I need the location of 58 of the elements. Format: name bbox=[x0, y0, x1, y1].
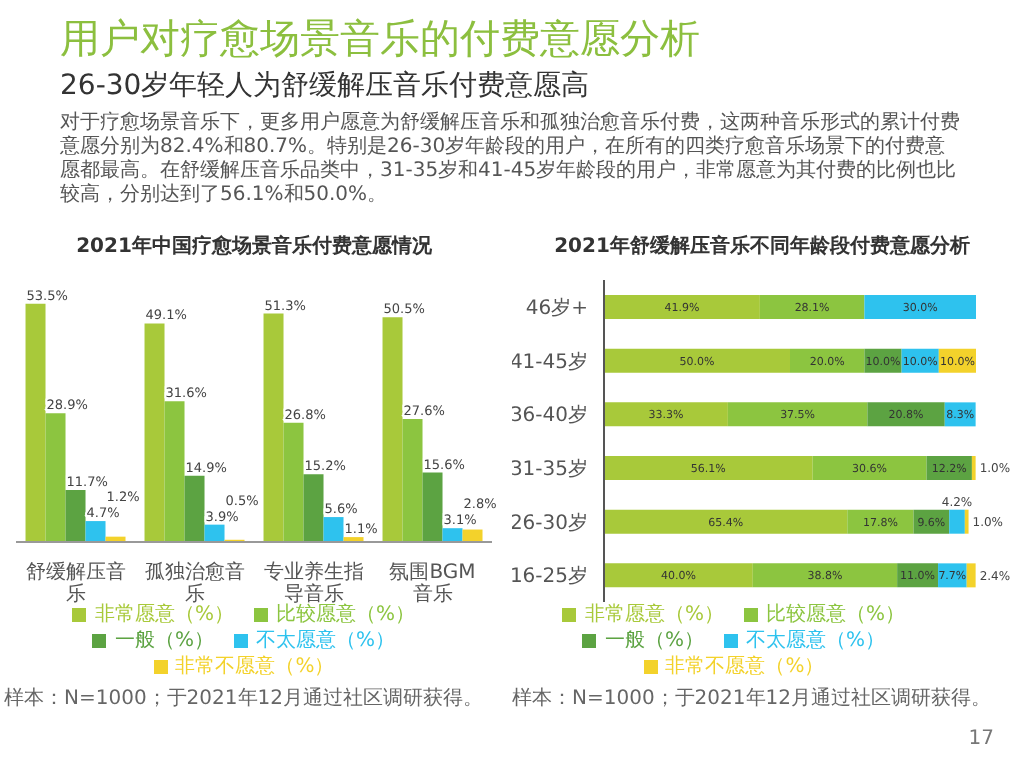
legend-label: 一般（%） bbox=[604, 630, 704, 652]
bar bbox=[422, 472, 443, 542]
bar bbox=[303, 474, 324, 542]
text: 17 bbox=[968, 728, 994, 750]
bar bbox=[85, 521, 106, 542]
y-tick-label: 16-25岁 bbox=[509, 564, 588, 589]
bar bbox=[604, 348, 790, 373]
x-tick-label: 专业养生指导音乐 bbox=[263, 560, 364, 606]
legend-label: 非常不愿意（%） bbox=[175, 656, 335, 678]
legend-label: 一般（%） bbox=[114, 630, 214, 652]
bar bbox=[864, 295, 976, 320]
bar bbox=[283, 422, 304, 542]
bar bbox=[867, 402, 945, 427]
bar bbox=[812, 456, 927, 481]
legend-label: 比较愿意（%） bbox=[766, 604, 906, 626]
bar bbox=[323, 517, 344, 542]
bar bbox=[604, 456, 813, 481]
legend-label: 比较愿意（%） bbox=[276, 604, 416, 626]
y-tick-label: 31-35岁 bbox=[509, 456, 588, 481]
bar bbox=[847, 509, 914, 534]
x-tick-label: 舒缓解压音乐 bbox=[25, 560, 126, 606]
legend-label: 非常不愿意（%） bbox=[665, 656, 825, 678]
bar bbox=[604, 509, 848, 534]
legend-label: 不太愿意（%） bbox=[746, 630, 886, 652]
bar bbox=[604, 563, 753, 588]
chart-title: 2021年中国疗愈场景音乐付费意愿情况 bbox=[74, 232, 434, 260]
legend-label: 非常愿意（%） bbox=[94, 604, 234, 626]
text: 26-30岁年轻人为舒缓解压音乐付费意愿高 bbox=[60, 68, 590, 104]
x-tick-label: 氛围BGM音乐 bbox=[389, 562, 476, 606]
bar bbox=[164, 401, 185, 542]
bar bbox=[966, 563, 976, 588]
bar bbox=[382, 317, 403, 542]
bar bbox=[144, 323, 165, 542]
legend-label: 非常愿意（%） bbox=[584, 604, 724, 626]
bar bbox=[25, 303, 46, 542]
chart-title: 2021年舒缓解压音乐不同年龄段付费意愿分析 bbox=[552, 232, 972, 260]
y-tick-label: 36-40岁 bbox=[509, 403, 588, 428]
bar bbox=[263, 313, 284, 542]
bar bbox=[752, 563, 898, 588]
bar bbox=[184, 475, 205, 542]
legend-label: 不太愿意（%） bbox=[256, 630, 396, 652]
x-tick-label: 孤独治愈音乐 bbox=[144, 560, 245, 606]
bar bbox=[604, 295, 760, 320]
text: 对于疗愈场景音乐下，更多用户愿意为舒缓解压音乐和孤独治愈音乐付费，这两种音乐形式的累计付费意愿分别为82.4%和80.7%。特别是26-30岁年龄段的用户，在所有的四类疗愈音乐场景下的付费意愿都最高。在舒缓解压音乐品类中，31-35岁和41-45岁年龄段的用户，非常愿意为其付费的比例也比较高，分别达到了56.1%和50.0%。 bbox=[60, 112, 960, 208]
bar bbox=[65, 489, 86, 542]
y-tick-label: 46岁+ bbox=[525, 295, 588, 320]
bar bbox=[402, 419, 423, 542]
text: 用户对疗愈场景音乐的付费意愿分析 bbox=[60, 12, 700, 66]
bar bbox=[604, 402, 728, 427]
bar bbox=[759, 295, 865, 320]
bar bbox=[949, 509, 965, 534]
text: 样本：N=1000；于2021年12月通过社区调研获得。 bbox=[4, 685, 485, 712]
bar bbox=[45, 413, 66, 542]
bar bbox=[204, 524, 225, 542]
text: 样本：N=1000；于2021年12月通过社区调研获得。 bbox=[512, 685, 993, 712]
bar bbox=[442, 528, 463, 542]
y-tick-label: 26-30岁 bbox=[509, 510, 588, 535]
bar bbox=[727, 402, 868, 427]
